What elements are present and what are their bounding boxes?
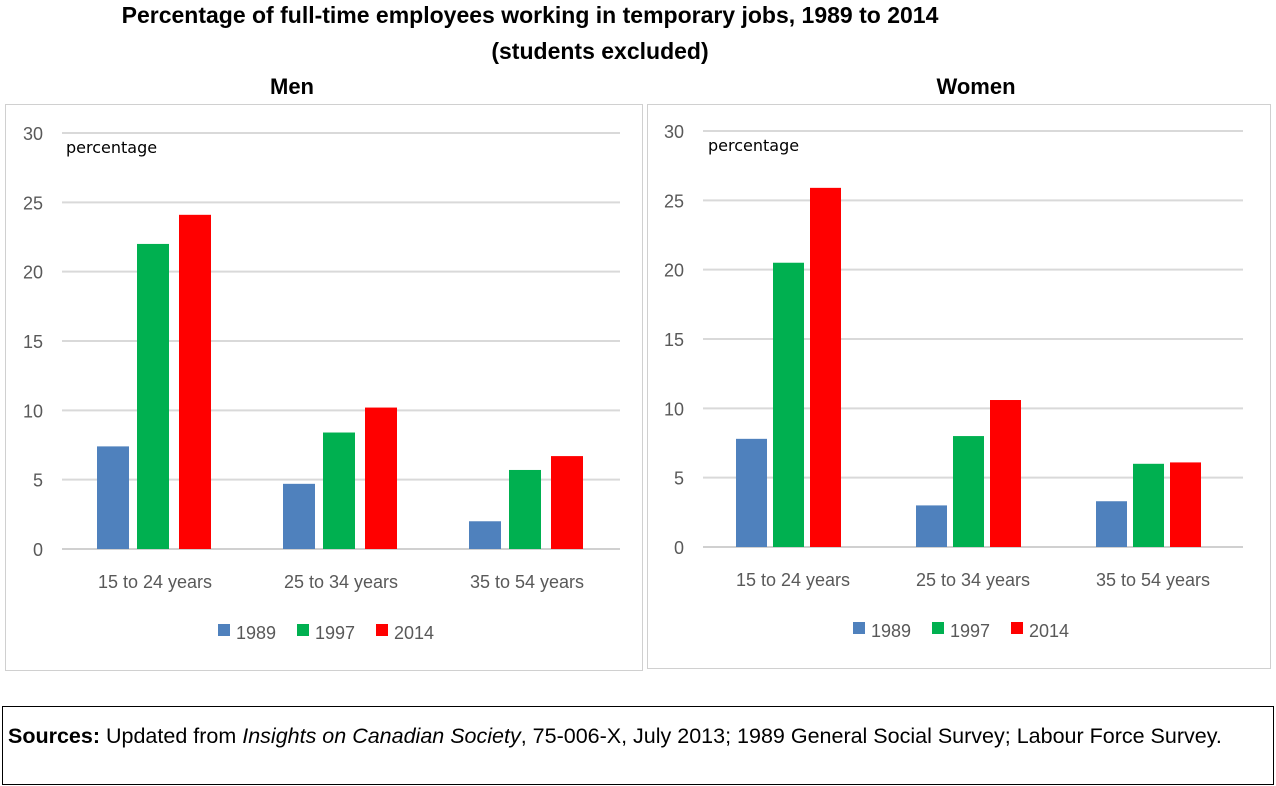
men-bar-1997 xyxy=(323,432,355,549)
men-bar-2014 xyxy=(365,407,397,549)
women-y-tick-label: 10 xyxy=(664,399,684,419)
women-bar-1989 xyxy=(1096,501,1127,547)
men-x-tick-label: 25 to 34 years xyxy=(284,572,398,592)
men-legend-swatch-2014 xyxy=(376,624,388,636)
sources-note: Sources: Updated from Insights on Canadi… xyxy=(2,706,1274,785)
women-y-tick-label: 20 xyxy=(664,261,684,281)
women-legend-label-1997: 1997 xyxy=(950,621,990,641)
men-x-tick-label: 15 to 24 years xyxy=(98,572,212,592)
men-legend-label-2014: 2014 xyxy=(394,623,434,643)
men-legend-swatch-1989 xyxy=(218,624,230,636)
women-bar-1989 xyxy=(916,505,947,547)
women-bar-1997 xyxy=(1133,463,1164,547)
men-x-tick-label: 35 to 54 years xyxy=(470,572,584,592)
women-x-tick-label: 25 to 34 years xyxy=(916,570,1030,590)
men-y-axis-label: percentage xyxy=(66,138,157,157)
women-legend-swatch-1997 xyxy=(932,622,944,634)
men-bar-1989 xyxy=(97,446,129,549)
women-y-tick-label: 15 xyxy=(664,330,684,350)
women-y-tick-label: 5 xyxy=(674,469,684,489)
women-legend-label-2014: 2014 xyxy=(1029,621,1069,641)
women-bar-1997 xyxy=(773,262,804,547)
women-y-axis-label: percentage xyxy=(708,136,799,155)
men-y-tick-label: 30 xyxy=(23,124,43,144)
men-y-tick-label: 25 xyxy=(23,193,43,213)
women-y-tick-label: 0 xyxy=(674,538,684,558)
men-y-tick-label: 5 xyxy=(33,471,43,491)
men-bar-1997 xyxy=(509,469,541,549)
men-y-tick-label: 10 xyxy=(23,401,43,421)
men-bar-1989 xyxy=(469,521,501,549)
men-legend-label-1989: 1989 xyxy=(236,623,276,643)
sources-label: Sources: xyxy=(8,724,101,748)
sources-post: , 75-006-X, July 2013; 1989 General Soci… xyxy=(520,724,1222,748)
men-bar-1997 xyxy=(137,243,169,549)
sources-pre: Updated from xyxy=(100,724,243,748)
sources-publication: Insights on Canadian Society xyxy=(242,724,521,748)
women-panel-title: Women xyxy=(936,74,1016,99)
men-panel-title: Men xyxy=(270,74,314,99)
women-x-tick-label: 35 to 54 years xyxy=(1096,570,1210,590)
women-bar-2014 xyxy=(990,400,1021,547)
chart-title-line1: Percentage of full-time employees workin… xyxy=(121,2,939,28)
women-legend-swatch-2014 xyxy=(1011,622,1023,634)
men-bar-2014 xyxy=(551,456,583,549)
women-bar-2014 xyxy=(1170,462,1201,547)
women-chart-panel xyxy=(647,104,1271,669)
women-legend-swatch-1989 xyxy=(853,622,865,634)
men-legend-swatch-1997 xyxy=(297,624,309,636)
women-y-tick-label: 30 xyxy=(664,122,684,142)
charts-svg: 0 5 10 15 20 25 30 percentage 15 to 24 years 25 t… xyxy=(23,122,1243,643)
men-bar-1989 xyxy=(283,483,315,549)
men-y-tick-label: 15 xyxy=(23,332,43,352)
men-bar-2014 xyxy=(179,214,211,549)
women-bar-2014 xyxy=(810,187,841,547)
women-legend-label-1989: 1989 xyxy=(871,621,911,641)
women-bar-1997 xyxy=(953,436,984,547)
chart-title-line2: (students excluded) xyxy=(491,38,709,64)
women-y-tick-label: 25 xyxy=(664,191,684,211)
men-y-tick-label: 0 xyxy=(33,540,43,560)
women-bar-1989 xyxy=(736,438,767,547)
men-y-tick-label: 20 xyxy=(23,263,43,283)
women-x-tick-label: 15 to 24 years xyxy=(736,570,850,590)
men-chart-panel xyxy=(5,104,643,671)
men-legend-label-1997: 1997 xyxy=(315,623,355,643)
